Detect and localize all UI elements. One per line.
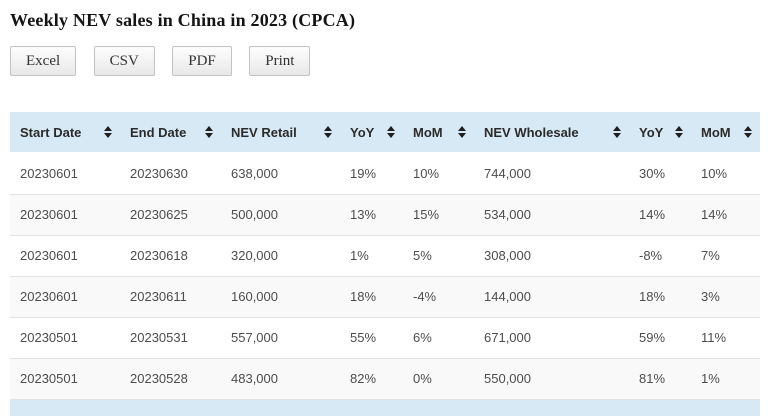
cell-wholesale-yoy: 81% [629,358,691,400]
cell-nev-wholesale: 534,000 [474,194,629,236]
column-header-nev-wholesale[interactable]: NEV Wholesale [474,112,629,154]
cell-retail-mom: 5% [403,235,474,277]
nev-sales-table: Start Date End Date NEV Retail YoY MoM N… [10,112,760,400]
cell-retail-yoy: 1% [340,235,403,277]
cell-start-date: 20230501 [10,317,120,359]
cell-retail-mom: 6% [403,317,474,359]
table-row: 20230501 20230531 557,000 55% 6% 671,000… [10,317,760,359]
cell-wholesale-yoy: -8% [629,235,691,277]
column-header-end-date[interactable]: End Date [120,112,221,154]
cell-retail-mom: 0% [403,358,474,400]
cell-start-date: 20230601 [10,153,120,195]
sort-icon [387,126,395,138]
column-label: YoY [350,124,375,140]
pdf-button[interactable]: PDF [172,46,232,76]
column-label: MoM [413,124,443,140]
partial-footer-row [10,399,760,416]
cell-end-date: 20230611 [120,276,221,318]
csv-button[interactable]: CSV [93,46,155,76]
sort-icon [324,126,332,138]
page-title: Weekly NEV sales in China in 2023 (CPCA) [10,10,356,30]
cell-nev-retail: 500,000 [221,194,340,236]
cell-nev-wholesale: 744,000 [474,153,629,195]
table-row: 20230601 20230618 320,000 1% 5% 308,000 … [10,235,760,277]
sort-icon [675,126,683,138]
cell-wholesale-mom: 3% [691,276,760,318]
cell-start-date: 20230601 [10,235,120,277]
cell-nev-wholesale: 550,000 [474,358,629,400]
cell-start-date: 20230601 [10,194,120,236]
excel-button[interactable]: Excel [10,46,77,76]
export-toolbar: Excel CSV PDF Print [10,46,768,76]
cell-retail-mom: 10% [403,153,474,195]
cell-end-date: 20230630 [120,153,221,195]
table-header-row: Start Date End Date NEV Retail YoY MoM N… [10,112,760,154]
print-button[interactable]: Print [249,46,311,76]
cell-retail-yoy: 55% [340,317,403,359]
column-header-start-date[interactable]: Start Date [10,112,120,154]
cell-retail-mom: 15% [403,194,474,236]
table-row: 20230601 20230625 500,000 13% 15% 534,00… [10,194,760,236]
cell-wholesale-mom: 10% [691,153,760,195]
cell-wholesale-mom: 7% [691,235,760,277]
column-header-wholesale-mom[interactable]: MoM [691,112,760,154]
sort-icon [613,126,621,138]
cell-nev-wholesale: 671,000 [474,317,629,359]
cell-wholesale-mom: 14% [691,194,760,236]
cell-nev-wholesale: 144,000 [474,276,629,318]
column-label: MoM [701,124,731,140]
sort-icon [458,126,466,138]
table-body: 20230601 20230630 638,000 19% 10% 744,00… [10,153,760,400]
cell-nev-retail: 160,000 [221,276,340,318]
table-header: Start Date End Date NEV Retail YoY MoM N… [10,112,760,154]
column-header-retail-yoy[interactable]: YoY [340,112,403,154]
column-header-nev-retail[interactable]: NEV Retail [221,112,340,154]
cell-nev-retail: 557,000 [221,317,340,359]
column-header-retail-mom[interactable]: MoM [403,112,474,154]
table-row: 20230601 20230630 638,000 19% 10% 744,00… [10,153,760,195]
sort-icon [744,126,752,138]
column-label: End Date [130,124,187,140]
column-header-wholesale-yoy[interactable]: YoY [629,112,691,154]
cell-retail-yoy: 13% [340,194,403,236]
cell-nev-retail: 638,000 [221,153,340,195]
cell-nev-retail: 320,000 [221,235,340,277]
cell-end-date: 20230528 [120,358,221,400]
cell-wholesale-mom: 1% [691,358,760,400]
cell-wholesale-yoy: 59% [629,317,691,359]
cell-nev-wholesale: 308,000 [474,235,629,277]
table-row: 20230601 20230611 160,000 18% -4% 144,00… [10,276,760,318]
cell-nev-retail: 483,000 [221,358,340,400]
cell-end-date: 20230618 [120,235,221,277]
sort-icon [104,126,112,138]
cell-wholesale-yoy: 30% [629,153,691,195]
column-label: NEV Wholesale [484,124,579,140]
sort-icon [205,126,213,138]
cell-wholesale-yoy: 18% [629,276,691,318]
cell-wholesale-yoy: 14% [629,194,691,236]
column-label: YoY [639,124,664,140]
cell-retail-mom: -4% [403,276,474,318]
cell-wholesale-mom: 11% [691,317,760,359]
cell-retail-yoy: 82% [340,358,403,400]
table-row: 20230501 20230528 483,000 82% 0% 550,000… [10,358,760,400]
cell-start-date: 20230501 [10,358,120,400]
cell-retail-yoy: 19% [340,153,403,195]
column-label: NEV Retail [231,124,297,140]
cell-end-date: 20230531 [120,317,221,359]
cell-retail-yoy: 18% [340,276,403,318]
cell-end-date: 20230625 [120,194,221,236]
column-label: Start Date [20,124,82,140]
cell-start-date: 20230601 [10,276,120,318]
